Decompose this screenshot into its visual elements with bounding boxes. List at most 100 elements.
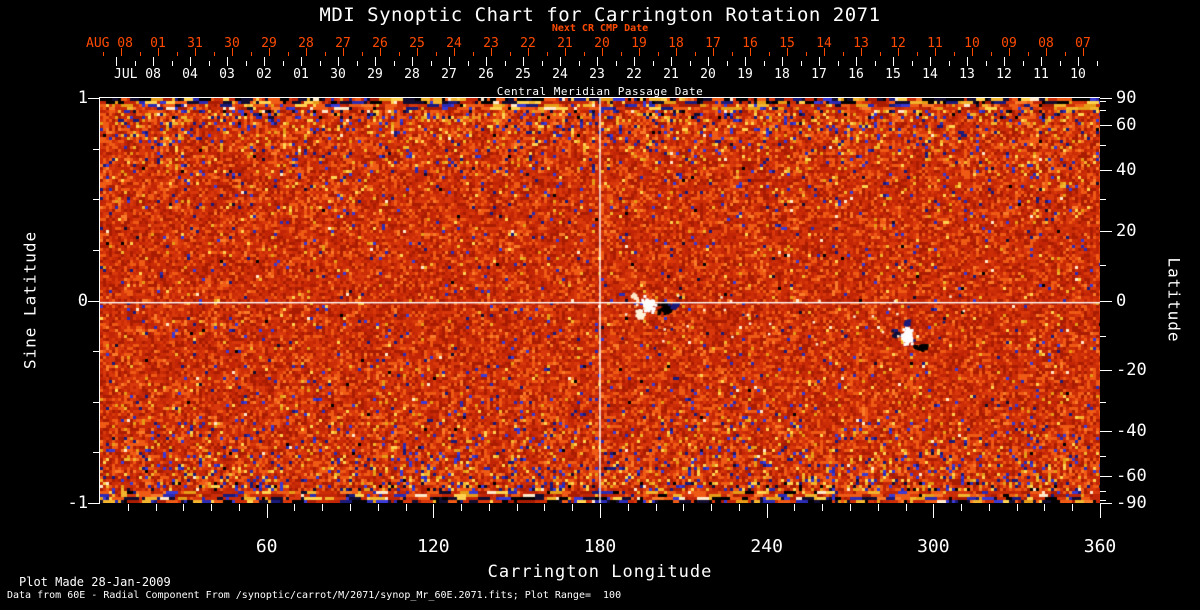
y-right-tick — [1100, 503, 1112, 504]
cmp-date-tick — [911, 61, 913, 66]
cmp-date-label: 18 — [774, 67, 790, 82]
next-cr-date-label: 07 — [1075, 36, 1091, 51]
next-cr-tick — [306, 48, 307, 56]
next-cr-tick — [879, 52, 881, 56]
next-cr-tick — [250, 52, 252, 56]
x-tick — [683, 504, 685, 511]
next-cr-date-label: 30 — [224, 36, 240, 51]
cmp-date-label: 29 — [367, 67, 383, 82]
x-tick-label: 180 — [583, 536, 617, 557]
y-right-tick-label: 40 — [1116, 160, 1137, 181]
next-cr-tick — [1083, 48, 1084, 56]
next-cr-tick — [1009, 48, 1010, 56]
cmp-date-tick — [190, 57, 191, 66]
cmp-date-label: 27 — [441, 67, 457, 82]
x-tick — [794, 504, 796, 511]
cmp-date-tick — [301, 57, 302, 66]
y-left-tick-label: 1 — [77, 88, 88, 108]
y-right-tick-label: 0 — [1116, 290, 1127, 311]
next-cr-tick — [713, 48, 714, 56]
next-cr-tick — [639, 48, 640, 56]
next-cr-date-label: 19 — [631, 36, 647, 51]
cmp-date-label: 28 — [404, 67, 420, 82]
cmp-date-tick — [412, 57, 413, 66]
cmp-date-label: 23 — [589, 67, 605, 82]
cmp-date-label: 25 — [515, 67, 531, 82]
x-tick — [183, 504, 185, 511]
y-right-tick — [1100, 125, 1112, 127]
x-tick-label: 360 — [1083, 536, 1117, 557]
cmp-date-tick — [763, 61, 765, 66]
cmp-date-tick — [208, 61, 210, 66]
cmp-date-label: 13 — [959, 67, 975, 82]
cmp-date-label: 20 — [700, 67, 716, 82]
next-cr-tick — [805, 52, 807, 56]
x-tick — [711, 504, 713, 511]
cmp-date-label: 26 — [478, 67, 494, 82]
x-tick — [405, 504, 407, 511]
footer-plot-made: Plot Made 28-Jan-2009 — [19, 575, 171, 589]
cmp-date-tick — [708, 57, 709, 66]
next-cr-date-label: 27 — [335, 36, 351, 51]
y-right-tick-label: -40 — [1116, 420, 1147, 441]
next-cr-tick — [417, 48, 418, 56]
next-cr-date-label: 11 — [927, 36, 943, 51]
footer-data-source: Data from 60E - Radial Component From /s… — [7, 590, 622, 601]
cmp-date-tick — [245, 61, 247, 66]
x-tick — [905, 504, 907, 511]
next-cr-tick — [269, 48, 270, 56]
y-right-tick — [1100, 300, 1112, 302]
next-cr-date-label: 16 — [742, 36, 758, 51]
cmp-date-label: 30 — [330, 67, 346, 82]
y-left-tick — [93, 401, 100, 403]
next-cr-tick — [398, 52, 400, 56]
y-right-tick-label: 60 — [1116, 115, 1137, 136]
x-tick — [822, 504, 824, 511]
cmp-date-tick — [634, 57, 635, 66]
x-tick-label: 120 — [417, 536, 450, 557]
y-left-tick — [93, 351, 100, 353]
x-tick — [211, 504, 213, 511]
next-cr-tick — [1064, 52, 1066, 56]
next-cr-tick — [972, 48, 973, 56]
next-cr-date-label: 10 — [964, 36, 980, 51]
x-tick — [488, 504, 490, 511]
next-cr-tick — [861, 48, 862, 56]
y-right-tick-label: -90 — [1116, 493, 1147, 513]
x-tick — [738, 504, 740, 511]
cmp-date-tick — [264, 57, 265, 66]
next-cr-tick — [583, 52, 585, 56]
cmp-date-tick — [319, 61, 321, 66]
next-cr-tick — [435, 52, 437, 56]
cmp-axis-title: Central Meridian Passage Date — [496, 85, 704, 98]
next-cr-tick — [102, 52, 104, 56]
cmp-date-label: 12 — [996, 67, 1012, 82]
cmp-date-tick — [837, 61, 839, 66]
next-cr-date-label: 29 — [261, 36, 277, 51]
y-right-tick — [1100, 110, 1106, 112]
y-right-tick — [1100, 101, 1106, 103]
next-cr-tick — [232, 48, 233, 56]
cmp-date-label: 17 — [811, 67, 827, 82]
x-tick — [766, 504, 768, 518]
cmp-date-label: 14 — [922, 67, 938, 82]
cmp-date-tick — [393, 61, 395, 66]
cmp-date-tick — [1022, 61, 1024, 66]
next-cr-tick — [1027, 52, 1029, 56]
next-cr-tick — [768, 52, 770, 56]
cmp-date-tick — [338, 57, 339, 66]
cmp-date-tick — [467, 61, 469, 66]
x-tick — [850, 504, 851, 511]
x-tick — [461, 504, 463, 511]
cmp-date-tick — [745, 57, 746, 66]
cmp-date-label: 04 — [182, 67, 198, 82]
x-tick — [572, 504, 574, 511]
cmp-date-label: 10 — [1070, 67, 1086, 82]
x-tick — [1044, 504, 1046, 511]
y-right-tick — [1100, 265, 1106, 267]
next-cr-tick — [842, 52, 844, 56]
next-cr-date-label: 09 — [1001, 36, 1017, 51]
y-left-tick — [88, 98, 100, 99]
x-tick-label: 240 — [750, 536, 783, 557]
next-cr-date-label: 20 — [594, 36, 610, 51]
